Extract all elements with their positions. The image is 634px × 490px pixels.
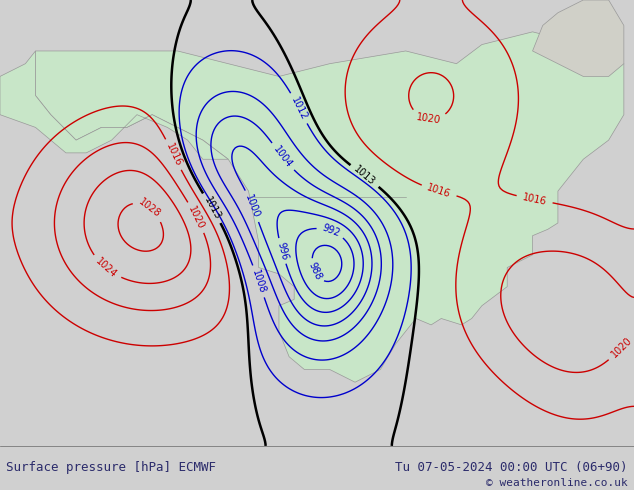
Text: Surface pressure [hPa] ECMWF: Surface pressure [hPa] ECMWF — [6, 462, 216, 474]
Text: 1020: 1020 — [186, 204, 206, 231]
Text: 1016: 1016 — [164, 142, 183, 168]
Text: Tu 07-05-2024 00:00 UTC (06+90): Tu 07-05-2024 00:00 UTC (06+90) — [395, 462, 628, 474]
Polygon shape — [36, 32, 624, 382]
Text: 992: 992 — [320, 223, 341, 239]
Text: 1016: 1016 — [522, 192, 548, 207]
Text: © weatheronline.co.uk: © weatheronline.co.uk — [486, 478, 628, 488]
Polygon shape — [533, 0, 624, 76]
Text: 1024: 1024 — [94, 256, 119, 280]
Text: 1013: 1013 — [202, 195, 223, 221]
Text: 988: 988 — [306, 261, 323, 282]
Text: 1013: 1013 — [352, 164, 377, 188]
Text: 1000: 1000 — [243, 193, 261, 220]
Text: 1012: 1012 — [289, 95, 309, 122]
Polygon shape — [0, 51, 228, 159]
Text: 1020: 1020 — [415, 112, 441, 125]
Text: 1008: 1008 — [250, 268, 268, 294]
Text: 1028: 1028 — [137, 197, 163, 220]
Text: 1016: 1016 — [425, 182, 452, 199]
Text: 1020: 1020 — [609, 335, 633, 360]
Text: 1004: 1004 — [271, 144, 294, 170]
Text: 996: 996 — [275, 241, 289, 261]
